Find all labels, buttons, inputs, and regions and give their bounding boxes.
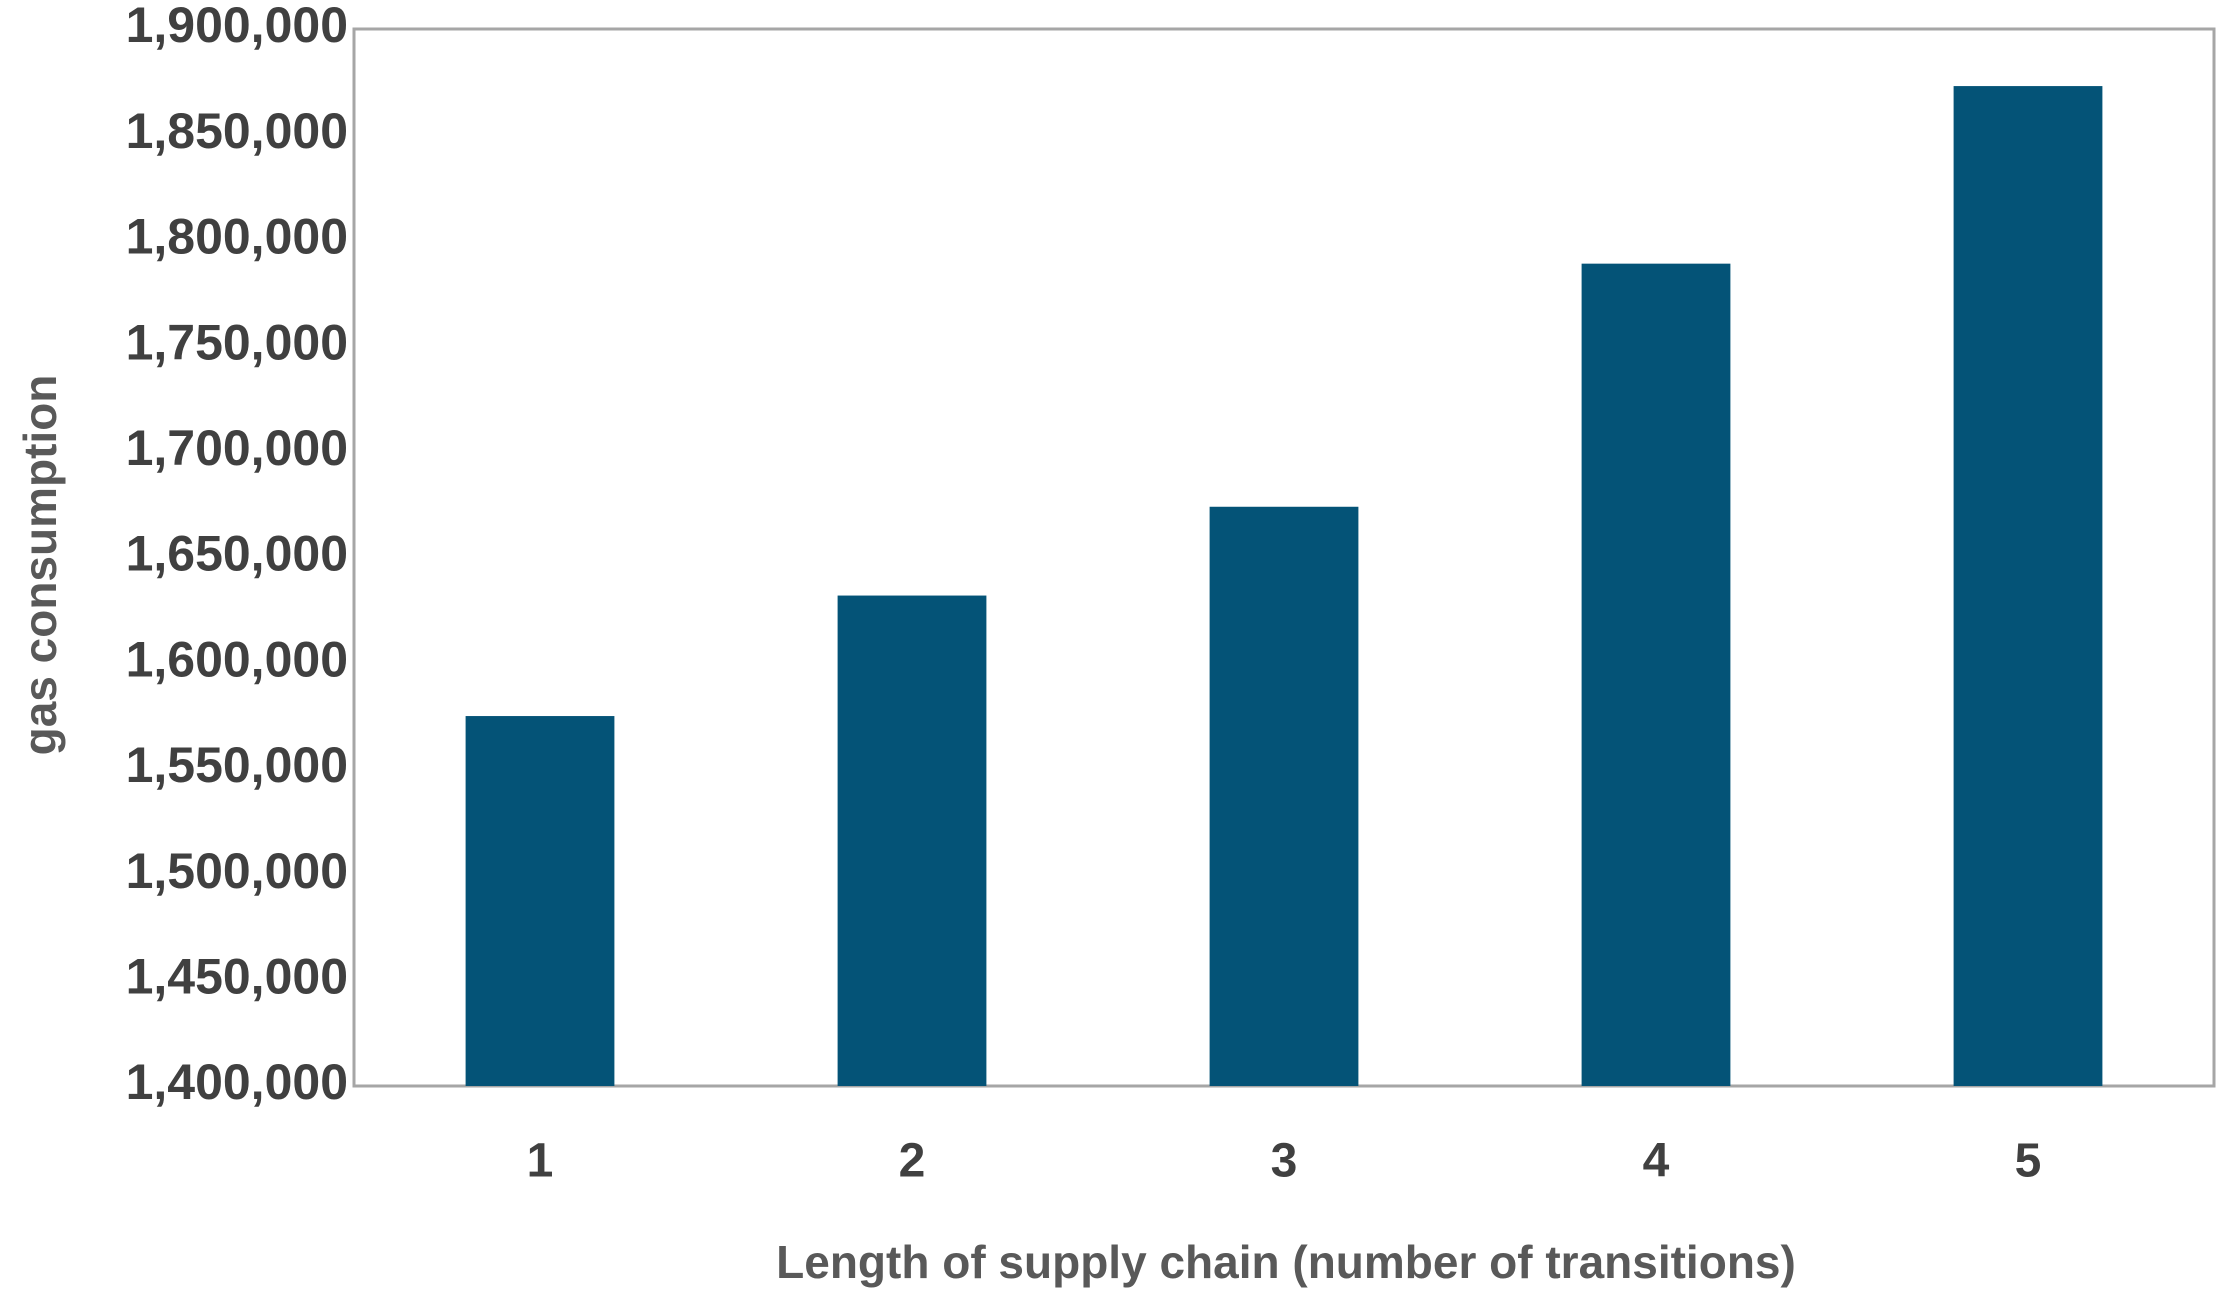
y-tick-label: 1,600,000 — [126, 631, 348, 687]
bar — [837, 595, 987, 1086]
y-axis-title: gas consumption — [14, 375, 66, 756]
x-tick-label: 4 — [1643, 1135, 1670, 1188]
bar — [1209, 506, 1359, 1086]
bar — [1953, 86, 2103, 1086]
bar — [1581, 263, 1731, 1086]
y-tick-label: 1,400,000 — [126, 1054, 348, 1110]
x-tick-label: 5 — [2015, 1135, 2042, 1188]
y-tick-label: 1,700,000 — [126, 420, 348, 476]
y-tick-label: 1,850,000 — [126, 103, 348, 159]
x-tick-label: 3 — [1271, 1135, 1298, 1188]
x-tick-label: 1 — [527, 1135, 554, 1188]
y-tick-label: 1,750,000 — [126, 314, 348, 370]
y-tick-label: 1,450,000 — [126, 949, 348, 1005]
y-tick-label: 1,500,000 — [126, 843, 348, 899]
bar — [465, 716, 615, 1086]
y-tick-label: 1,800,000 — [126, 209, 348, 265]
x-tick-label: 2 — [899, 1135, 926, 1188]
y-tick-label: 1,900,000 — [126, 0, 348, 53]
y-tick-label: 1,650,000 — [126, 526, 348, 582]
y-tick-label: 1,550,000 — [126, 737, 348, 793]
x-axis-title: Length of supply chain (number of transi… — [776, 1236, 1796, 1288]
